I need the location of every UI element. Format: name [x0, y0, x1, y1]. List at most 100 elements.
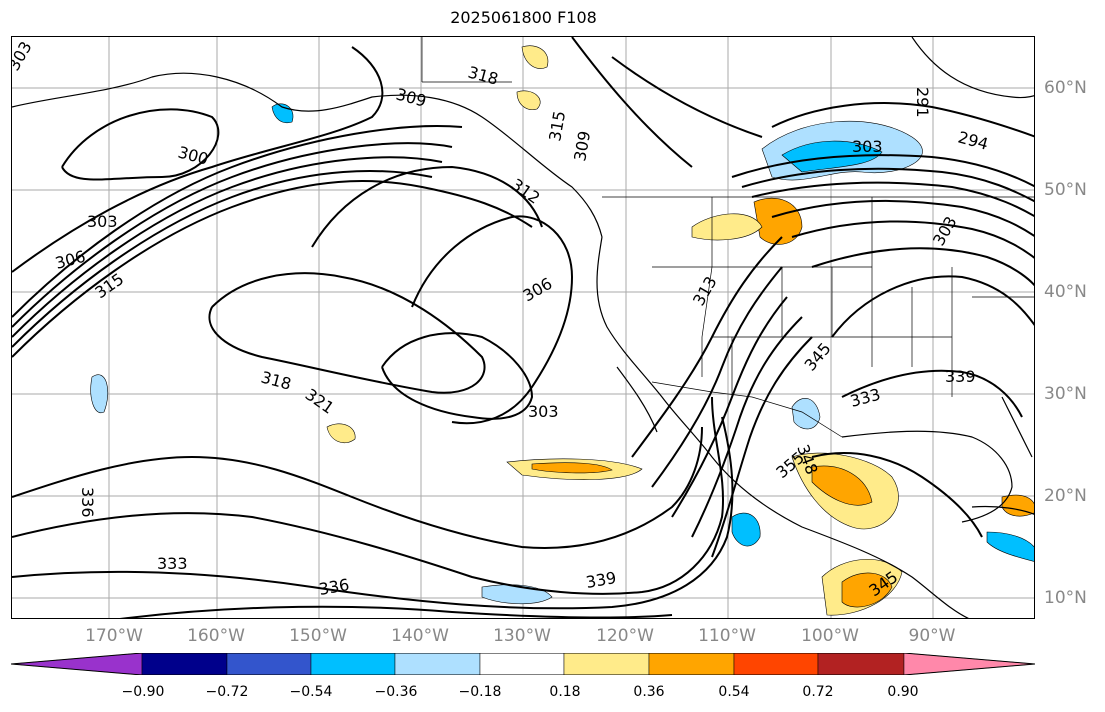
colorbar-segment — [903, 653, 1035, 675]
colorbar-segment — [226, 653, 312, 675]
contour-1 — [12, 180, 533, 358]
lon-label: 130°W — [493, 626, 551, 646]
shade-negative-caribbean — [986, 531, 1034, 562]
contour-18 — [671, 296, 788, 518]
lon-label: 120°W — [596, 626, 654, 646]
contour-label: 303 — [852, 137, 883, 156]
map-canvas: 303 300 303 306 315 309 318 315 309 312 … — [12, 37, 1034, 618]
lon-label: 110°W — [698, 626, 756, 646]
contour-8 — [208, 272, 486, 394]
colorbar-tick-label: 0.18 — [549, 684, 581, 700]
contour-label: 291 — [913, 87, 932, 118]
contour-label: 318 — [259, 368, 293, 394]
shade-positive-yellow-rockies — [691, 213, 763, 241]
contour-23 — [751, 181, 1034, 218]
contour-label: 303 — [87, 212, 118, 231]
shade-positive-pacific-south-core — [841, 572, 893, 608]
lat-label: 30°N — [1044, 384, 1087, 404]
lat-label: 60°N — [1044, 78, 1087, 98]
shade-negative-hawaii-west — [90, 374, 109, 414]
map-panel: 303 300 303 306 315 309 318 315 309 312 … — [11, 36, 1035, 619]
shade-positive-rockies — [753, 197, 803, 245]
contour-label: 306 — [53, 247, 87, 273]
contour-label: 321 — [302, 385, 338, 418]
colorbar-segment — [310, 653, 396, 675]
colorbar-segment — [648, 653, 735, 675]
border-us-mexico — [651, 381, 843, 438]
contour-label: 315 — [545, 109, 569, 142]
coast-alaska — [12, 72, 603, 238]
coast-gulf-mexico — [841, 430, 1013, 523]
shade-negative-south-pacific — [481, 584, 553, 605]
graticule — [12, 37, 1034, 618]
contour-2 — [12, 170, 433, 348]
contour-32 — [571, 37, 693, 168]
contour-label: 333 — [848, 385, 882, 411]
shade-positive-mexico-core — [811, 465, 873, 506]
contour-label: 294 — [956, 128, 990, 154]
coast-cuba — [971, 505, 1034, 515]
lon-label: 150°W — [289, 626, 347, 646]
colorbar-segment — [11, 653, 143, 675]
contour-label: 336 — [78, 487, 97, 518]
contour-7 — [61, 108, 220, 181]
colorbar-segment — [563, 653, 650, 675]
coast-florida — [1001, 396, 1033, 458]
borders — [421, 37, 1034, 438]
shaded-field — [90, 45, 1034, 616]
contour-28 — [841, 369, 1023, 418]
colorbar-segment — [733, 653, 819, 675]
shade-positive-alaska-coast-2 — [516, 90, 541, 110]
contour-label: 339 — [945, 367, 976, 386]
state-lines-2 — [701, 266, 1034, 397]
contour-5 — [12, 125, 463, 318]
colorbar-segment — [479, 653, 565, 675]
contour-label: 339 — [584, 568, 617, 592]
lon-label: 90°W — [908, 626, 956, 646]
lat-label: 50°N — [1044, 180, 1087, 200]
contour-11 — [311, 165, 543, 248]
contour-label: 333 — [157, 554, 188, 573]
colorbar-tick-label: 0.72 — [802, 684, 834, 700]
contour-29 — [811, 452, 983, 538]
coast-baja — [616, 366, 658, 433]
contour-19 — [691, 316, 803, 538]
height-contours — [12, 37, 1034, 618]
shade-negative-texas — [791, 398, 821, 430]
contour-label: 313 — [689, 273, 721, 309]
contour-20 — [711, 336, 813, 558]
contour-label: 303 — [929, 213, 961, 249]
map-title: 2025061800 F108 — [450, 8, 597, 27]
contour-27 — [831, 275, 1034, 338]
contour-16 — [631, 236, 783, 458]
lat-label: 10°N — [1044, 588, 1087, 608]
shade-positive-mid-pacific — [326, 423, 356, 443]
contour-17 — [651, 266, 783, 488]
colorbar-segment — [394, 653, 481, 675]
lon-label: 160°W — [187, 626, 245, 646]
shade-positive-alaska-coast — [521, 45, 549, 69]
contour-30 — [771, 102, 1034, 138]
contour-6 — [12, 46, 384, 273]
colorbar-tick-label: 0.90 — [887, 684, 919, 700]
colorbar-tick-label: 0.36 — [633, 684, 665, 700]
contour-14 — [119, 605, 673, 618]
contour-label: 309 — [570, 129, 594, 162]
colorbar-segment — [141, 653, 228, 675]
lon-label: 100°W — [801, 626, 859, 646]
contour-10 — [411, 215, 574, 425]
colorbar-tick-label: −0.54 — [289, 684, 333, 700]
colorbar-segment — [817, 653, 905, 675]
contour-label: 303 — [12, 38, 36, 74]
contour-label: 318 — [466, 63, 500, 89]
colorbar-tick-label: −0.90 — [121, 684, 165, 700]
lat-label: 20°N — [1044, 486, 1087, 506]
lon-label: 140°W — [391, 626, 449, 646]
contour-label: 312 — [508, 175, 544, 208]
contour-4 — [12, 142, 453, 328]
shade-positive-baja-core — [531, 462, 613, 474]
coastlines — [12, 37, 1034, 618]
shade-negative-pacific-mexico — [731, 512, 761, 547]
coast-hudson — [911, 37, 1034, 99]
shade-positive-gulf-east — [1001, 494, 1034, 517]
